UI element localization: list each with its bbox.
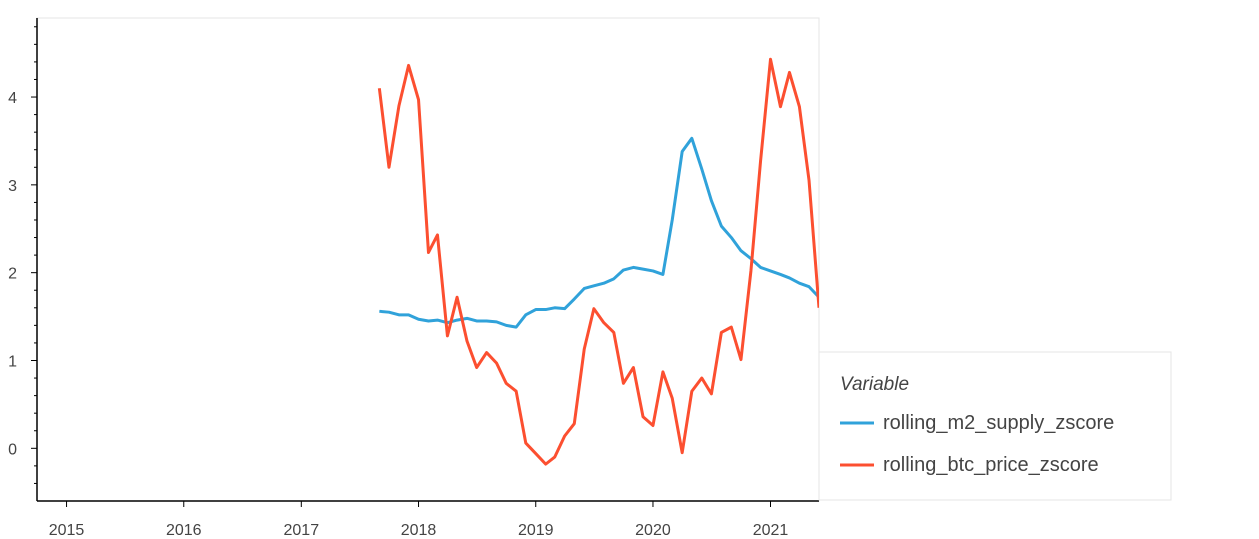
x-tick-label: 2015 bbox=[49, 522, 85, 539]
y-tick-label: 4 bbox=[8, 90, 17, 107]
x-tick-labels: 2015 2016 2017 2018 2019 2020 2021 bbox=[49, 522, 789, 539]
y-tick-label: 3 bbox=[8, 178, 17, 195]
legend-label: rolling_btc_price_zscore bbox=[883, 454, 1099, 476]
legend: Variable rolling_m2_supply_zscore rollin… bbox=[818, 351, 1172, 501]
x-tick-label: 2017 bbox=[284, 522, 320, 539]
x-axis-ticks bbox=[66, 501, 772, 507]
legend-title: Variable bbox=[840, 374, 909, 395]
legend-box bbox=[818, 351, 1172, 501]
plot-frame bbox=[36, 17, 820, 502]
series-line-rolling-btc-price-zscore bbox=[377, 57, 819, 466]
y-axis-ticks bbox=[31, 26, 37, 484]
legend-label: rolling_m2_supply_zscore bbox=[883, 412, 1114, 434]
y-tick-label: 0 bbox=[8, 441, 17, 458]
x-tick-label: 2016 bbox=[166, 522, 202, 539]
x-tick-label: 2019 bbox=[518, 522, 554, 539]
y-tick-label: 2 bbox=[8, 266, 17, 283]
x-tick-label: 2021 bbox=[753, 522, 789, 539]
x-tick-label: 2018 bbox=[401, 522, 437, 539]
y-tick-labels: 0 1 2 3 4 bbox=[8, 90, 17, 458]
y-tick-label: 1 bbox=[8, 353, 17, 370]
x-tick-label: 2020 bbox=[635, 522, 671, 539]
